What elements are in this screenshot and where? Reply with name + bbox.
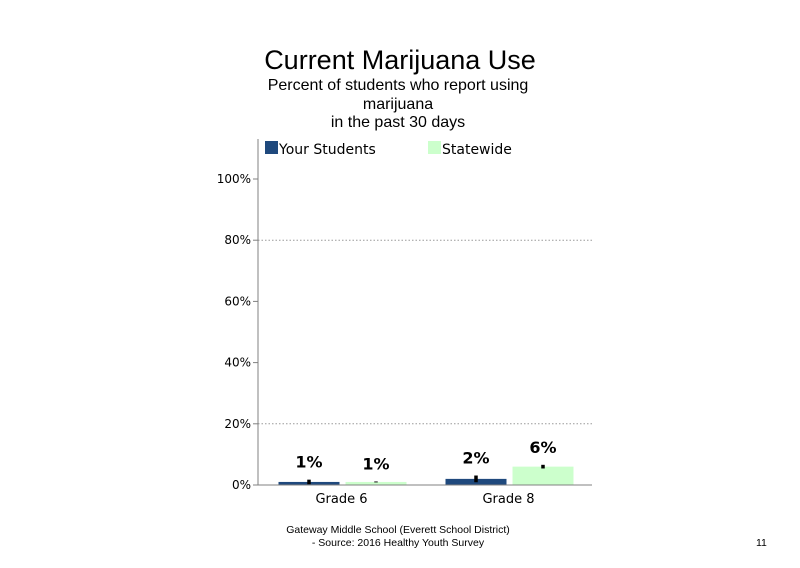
data-label: 1% bbox=[362, 454, 389, 473]
data-label: 2% bbox=[462, 449, 489, 468]
bar-1-0 bbox=[345, 481, 407, 485]
axes bbox=[253, 139, 592, 486]
legend-label: Your Students bbox=[278, 142, 376, 158]
y-tick-label: 40% bbox=[224, 356, 251, 370]
y-tick-label: 100% bbox=[217, 172, 251, 186]
page-number: 11 bbox=[756, 537, 767, 549]
footer-school: Gateway Middle School (Everett School Di… bbox=[286, 524, 510, 536]
data-label: 1% bbox=[295, 453, 322, 472]
subtitle-line-3: in the past 30 days bbox=[330, 114, 466, 131]
legend-swatch bbox=[265, 141, 278, 154]
subtitle-line-1: Percent of students who report using bbox=[267, 77, 529, 94]
y-tick-label: 60% bbox=[224, 294, 251, 308]
labels: 0% 20% 40% 60% 80% 100% 1% 1% Grade 6 2% 6% Grade 8 bbox=[217, 172, 557, 507]
y-tick-label: 20% bbox=[224, 417, 251, 431]
legend-swatch bbox=[428, 141, 441, 154]
bar-1-1 bbox=[512, 466, 574, 485]
subtitle-line-2: marijuana bbox=[362, 95, 434, 113]
category-label: Grade 6 bbox=[315, 492, 367, 507]
y-tick-label: 80% bbox=[224, 233, 251, 247]
y-tick-label: 0% bbox=[232, 478, 251, 492]
legend-label: Statewide bbox=[442, 142, 512, 158]
legend: Your Students Statewide bbox=[265, 141, 512, 158]
footer-survey-source: - Source: 2016 Healthy Youth Survey bbox=[311, 537, 485, 549]
footer-source: Gateway Middle School (Everett School Di… bbox=[250, 524, 546, 550]
category-label: Grade 8 bbox=[482, 492, 534, 507]
gridlines bbox=[258, 239, 592, 425]
chart-title: Current Marijuana Use bbox=[264, 45, 536, 75]
data-label: 6% bbox=[529, 438, 556, 457]
chart-subtitle: Percent of students who report using mar… bbox=[250, 77, 546, 133]
bars bbox=[278, 464, 574, 485]
